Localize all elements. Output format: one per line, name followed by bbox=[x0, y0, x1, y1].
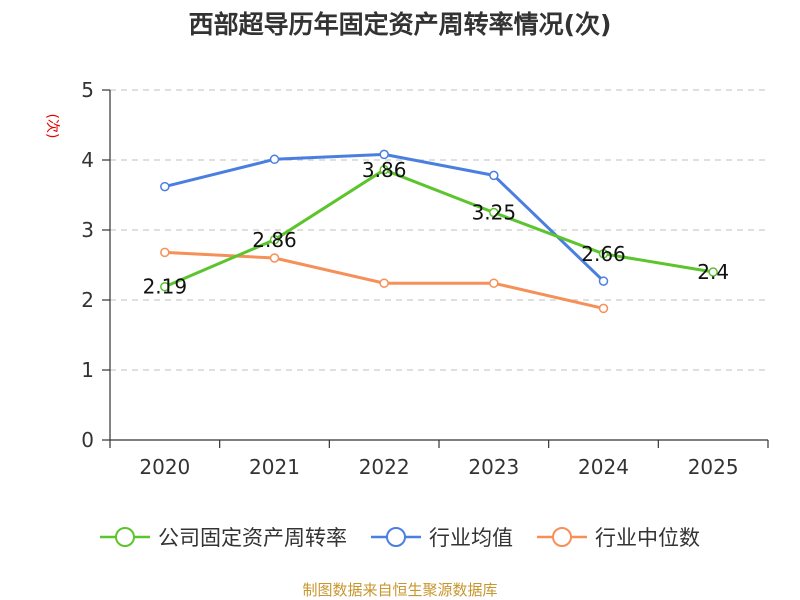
data-point bbox=[489, 170, 499, 181]
data-point bbox=[379, 149, 389, 160]
x-tick-label: 2022 bbox=[359, 455, 410, 479]
legend-marker bbox=[115, 527, 135, 547]
data-label: 2.19 bbox=[143, 275, 188, 299]
data-point bbox=[379, 278, 389, 288]
data-point bbox=[160, 181, 170, 192]
series-line-0 bbox=[163, 168, 715, 289]
data-point bbox=[160, 281, 170, 292]
x-tick-label: 2023 bbox=[468, 455, 519, 479]
data-point bbox=[269, 253, 280, 263]
legend-marker bbox=[386, 527, 406, 547]
x-tick-label: 2025 bbox=[688, 455, 739, 479]
legend-item-0[interactable]: 公司固定资产周转率 bbox=[100, 526, 347, 550]
y-tick-label: 0 bbox=[81, 428, 94, 452]
data-point bbox=[160, 247, 170, 258]
axes: 0 1 2 3 4 5 2020 2021 2022 2023 2024 2025 bbox=[81, 78, 769, 479]
y-tick-label: 2 bbox=[81, 288, 94, 312]
legend-item-1[interactable]: 行业均值 bbox=[371, 526, 513, 550]
data-label: 3.25 bbox=[472, 201, 517, 225]
legend-label: 公司固定资产周转率 bbox=[158, 526, 347, 550]
y-tick-label: 3 bbox=[81, 218, 94, 242]
data-labels: 2.19 2.86 3.86 3.25 2.66 2.4 bbox=[143, 158, 730, 299]
legend-item-2[interactable]: 行业中位数 bbox=[537, 526, 700, 550]
y-axis-label: (次) bbox=[44, 114, 60, 139]
data-point bbox=[598, 249, 609, 259]
data-point bbox=[269, 235, 280, 245]
source-note: 制图数据来自恒生聚源数据库 bbox=[302, 581, 497, 599]
y-tick-label: 1 bbox=[81, 358, 94, 382]
x-tick-label: 2021 bbox=[249, 455, 300, 479]
legend-label: 行业中位数 bbox=[595, 526, 700, 550]
legend-marker bbox=[552, 527, 572, 547]
data-point bbox=[708, 267, 718, 277]
series bbox=[160, 149, 718, 314]
data-point bbox=[489, 278, 499, 288]
data-label: 2.86 bbox=[252, 228, 297, 252]
data-point bbox=[269, 154, 280, 165]
data-label: 2.4 bbox=[697, 260, 729, 284]
x-tick-label: 2024 bbox=[578, 455, 629, 479]
x-tick-label: 2020 bbox=[139, 455, 190, 479]
y-tick-label: 5 bbox=[81, 78, 94, 102]
data-label: 3.86 bbox=[362, 158, 407, 182]
grid bbox=[110, 89, 768, 371]
data-point bbox=[598, 303, 609, 314]
data-point bbox=[489, 207, 499, 218]
legend-label: 行业均值 bbox=[429, 526, 513, 550]
data-point bbox=[598, 276, 609, 286]
y-tick-label: 4 bbox=[81, 148, 94, 172]
data-label: 2.66 bbox=[581, 242, 626, 266]
data-point bbox=[379, 165, 389, 175]
chart-title: 西部超导历年固定资产周转率情况(次) bbox=[189, 10, 612, 39]
legend[interactable]: 公司固定资产周转率 行业均值 行业中位数 bbox=[100, 526, 700, 550]
